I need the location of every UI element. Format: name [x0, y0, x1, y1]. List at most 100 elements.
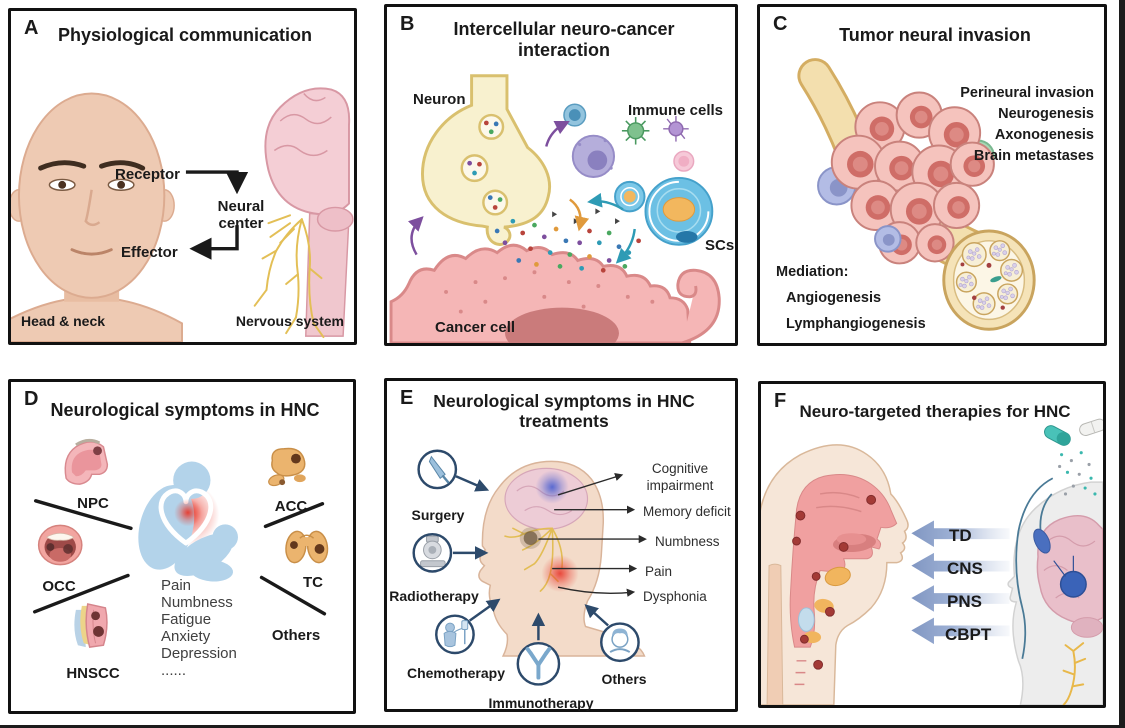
- hugging-person-icon: [138, 461, 238, 582]
- panel-a-art: [11, 87, 354, 342]
- drug-particles: [1058, 451, 1097, 496]
- npc-label: NPC: [77, 495, 109, 512]
- symptom-item: Fatigue: [161, 611, 212, 628]
- caption-head-neck: Head & neck: [21, 313, 106, 329]
- flow-effector-label: Effector: [121, 244, 178, 261]
- dendritic-cell-icon: [663, 116, 689, 142]
- target-cbpt-label: CBPT: [945, 625, 992, 644]
- panel-d-title: Neurological symptoms in HNC: [50, 400, 320, 420]
- capsule-icon: [1079, 418, 1103, 437]
- panel-letter: E: [400, 387, 414, 409]
- nerve-branches: [253, 214, 325, 339]
- radiotherapy-circle: [412, 532, 453, 573]
- panel-e-title: Neurological symptoms in HNC treatments: [433, 391, 695, 432]
- immune-cells-icons: [563, 103, 695, 178]
- panel-e-art: [412, 449, 647, 686]
- immunotherapy-label: Immunotherapy: [488, 695, 594, 711]
- nk-cell-icon: [621, 117, 650, 145]
- symptom-pain: Pain: [645, 564, 673, 579]
- panel-c: C Tumor neural invasion Perineural invas…: [757, 4, 1107, 346]
- mediation-block: Mediation: Angiogenesis Lymphangiogenesi…: [776, 259, 926, 337]
- invasion-process-list: Perineural invasion Neurogenesis Axonoge…: [904, 83, 1094, 167]
- head-front-illustration: [11, 92, 183, 342]
- tumor-cell-cluster-illustration: [817, 91, 995, 265]
- treatment-arrows: [452, 475, 609, 641]
- panel-a-title: Physiological communication: [57, 25, 313, 45]
- symptom-item: Anxiety: [161, 628, 211, 645]
- chemotherapy-label: Chemotherapy: [406, 665, 506, 681]
- panel-letter: B: [400, 13, 415, 35]
- occ-label: OCC: [42, 578, 76, 595]
- brain-nervous-system-illustration: [253, 87, 354, 339]
- acc-organ-icon: [268, 447, 306, 487]
- surgery-label: Surgery: [411, 507, 465, 523]
- symptom-item: ......: [161, 662, 187, 679]
- mediation-item: Lymphangiogenesis: [786, 316, 926, 332]
- stimulator-pad: [1033, 528, 1051, 554]
- mediation-item: Angiogenesis: [786, 290, 882, 306]
- panel-c-title: Tumor neural invasion: [839, 25, 1031, 45]
- target-cns-label: CNS: [947, 559, 983, 578]
- schwann-cells-icon: [614, 176, 714, 246]
- cell-speckles: [444, 270, 655, 314]
- symptom-list: Pain Numbness Fatigue Anxiety Depression…: [161, 577, 281, 679]
- flow-receptor-label: Receptor: [115, 166, 181, 183]
- sagittal-head-illustration: [761, 444, 909, 705]
- panel-letter: F: [774, 390, 787, 412]
- figure-crop-edge-right: [1119, 0, 1125, 728]
- panel-b: B Intercellular neuro-cancer interaction…: [384, 4, 738, 346]
- larynx: [798, 607, 815, 632]
- cognitive-glow: [535, 470, 569, 504]
- cancer-cell-illustration: [389, 243, 721, 343]
- symptom-numbness: Numbness: [655, 534, 720, 549]
- panel-letter: C: [773, 13, 788, 35]
- panel-f: F Neuro-targeted therapies for HNC TD CN…: [758, 381, 1106, 708]
- tc-label: TC: [303, 574, 323, 591]
- eyebrow-right: [99, 160, 146, 171]
- treatment-circles: [412, 449, 640, 686]
- symptom-cognitive: Cognitive impairment: [646, 461, 714, 493]
- hnscc-organ-icon: [74, 603, 108, 648]
- neuron-label: Neuron: [413, 91, 466, 108]
- capsule-icon: [1044, 425, 1071, 446]
- target-td-label: TD: [949, 526, 972, 545]
- immune-cells-label: Immune cells: [627, 102, 723, 119]
- process-item: Axonogenesis: [994, 127, 1094, 143]
- nerve-cross-section-illustration: [942, 229, 1036, 331]
- signal-arrows: [408, 120, 636, 264]
- numbness-spot: [523, 531, 538, 545]
- panel-c-art: [797, 58, 1036, 331]
- tumor-cells: [830, 91, 995, 265]
- surgery-circle: [417, 449, 458, 490]
- figure-crop-edge-bottom: [0, 725, 1125, 728]
- panel-e: E Neurological symptoms in HNC treatment…: [384, 378, 738, 712]
- others-label: Others: [271, 627, 321, 644]
- head-profile-illustration: [478, 460, 646, 657]
- hnscc-label: HNSCC: [66, 665, 120, 682]
- panel-letter: D: [24, 388, 39, 410]
- therapy-arrows: [911, 520, 1010, 645]
- tumor-dots: [792, 494, 877, 670]
- symptom-arrows: [538, 473, 647, 597]
- process-item: Perineural invasion: [960, 85, 1094, 101]
- radiotherapy-label: Radiotherapy: [389, 588, 479, 604]
- spine-column: [766, 563, 784, 705]
- others-circle: [600, 622, 640, 663]
- chemotherapy-circle: [435, 614, 475, 655]
- symptom-dysphonia: Dysphonia: [643, 589, 707, 604]
- airway-cavity: [789, 474, 898, 648]
- panel-letter: A: [24, 17, 39, 39]
- symptom-memory: Memory deficit: [643, 504, 731, 519]
- symptom-item: Depression: [161, 645, 237, 662]
- symptom-item: Numbness: [161, 594, 233, 611]
- panel-f-art: [761, 418, 1103, 705]
- chemotherapy-patient-icon: [445, 622, 455, 633]
- pain-glow: [541, 554, 579, 593]
- cancer-cell-label: Cancer cell: [435, 319, 516, 336]
- panel-d-art: [32, 438, 329, 648]
- immunotherapy-circle: [516, 641, 561, 686]
- panel-a: A Physiological communication Receptor N…: [8, 8, 357, 345]
- panel-d: D Neurological symptoms in HNC NPC OCC H…: [8, 379, 356, 714]
- brain-stimulation-illustration: [1007, 418, 1103, 705]
